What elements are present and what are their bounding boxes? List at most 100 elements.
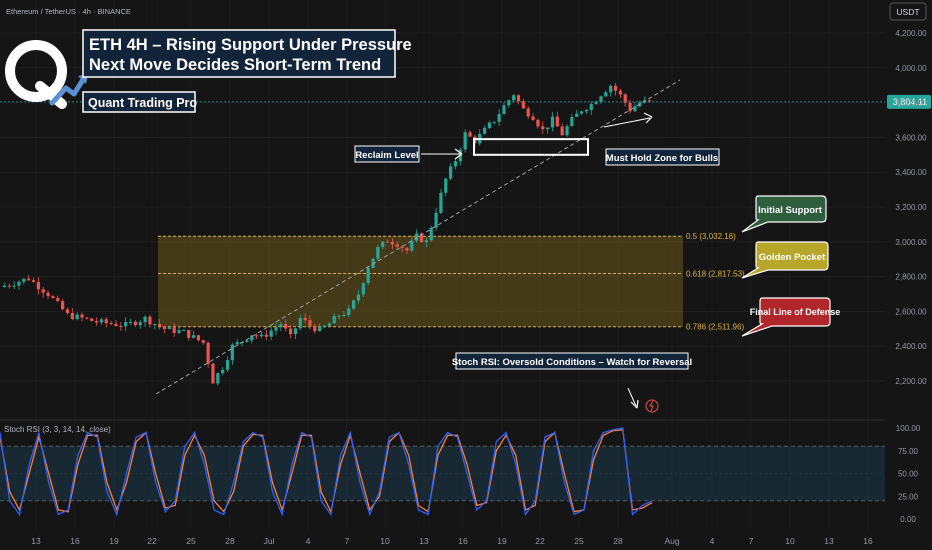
title-box <box>82 29 396 78</box>
candle-body <box>153 323 157 325</box>
rising-support-trendline[interactable] <box>155 79 681 395</box>
fib-zone-fill <box>158 236 683 327</box>
candle-body <box>424 240 428 243</box>
candle-body <box>385 241 390 243</box>
candle-body <box>313 325 317 332</box>
candle-body <box>521 101 525 109</box>
stoch-tick-label: 75.00 <box>898 447 919 456</box>
candle-body <box>61 301 65 310</box>
candle-body <box>613 85 618 91</box>
time-tick-label: 25 <box>574 536 584 546</box>
candle-body <box>444 178 448 193</box>
candle-body <box>143 316 147 323</box>
stoch-d-line <box>0 429 653 514</box>
reclaim-label: Reclaim Level <box>355 150 418 161</box>
candle-body <box>468 132 472 137</box>
price-tick-label: 3,600.00 <box>895 133 927 142</box>
must-hold-zone <box>473 138 589 156</box>
candle-body <box>221 369 225 374</box>
time-tick-label: 4 <box>710 536 715 546</box>
candle-body <box>550 116 555 128</box>
currency-button[interactable] <box>889 2 927 21</box>
candle-body <box>201 340 205 343</box>
candle-body <box>245 340 249 342</box>
candle-body <box>196 335 201 341</box>
price-tick-label: 3,200.00 <box>895 203 927 212</box>
fib-level-label: 0.786 (2,511.96) <box>686 323 744 332</box>
candle-body <box>56 298 60 302</box>
candle-body <box>633 106 637 112</box>
candle-body <box>541 126 545 130</box>
candle-body <box>158 323 162 327</box>
candle-body <box>167 326 171 330</box>
candle-body <box>298 317 302 329</box>
candle-body <box>497 114 501 122</box>
final-defense-callout: Final Line of Defense <box>741 297 841 337</box>
golden-pocket-label: Golden Pocket <box>759 252 826 263</box>
candle-body <box>419 233 424 243</box>
candle-body <box>99 319 104 323</box>
time-tick-label: 13 <box>31 536 41 546</box>
candle-body <box>191 335 196 338</box>
stoch-tick-label: 100.00 <box>896 424 921 433</box>
candle-body <box>104 319 108 324</box>
time-tick-label: 19 <box>109 536 119 546</box>
candle-body <box>507 100 511 106</box>
time-tick-label: 22 <box>147 536 157 546</box>
candle-body <box>187 329 191 338</box>
symbol-label: Ethereum / TetherUS · 4h · BINANCE <box>6 7 131 16</box>
time-tick-label: 19 <box>497 536 507 546</box>
stoch-k-line <box>0 427 653 517</box>
candle-body <box>274 327 278 331</box>
candle-body <box>487 122 492 128</box>
candle-body <box>133 321 137 326</box>
currency-button-label: USDT <box>896 7 919 17</box>
time-tick-label: 4 <box>306 536 311 546</box>
candle-body <box>41 289 45 293</box>
time-tick-label: 28 <box>613 536 623 546</box>
stoch-tick-label: 50.00 <box>898 470 919 479</box>
candle-body <box>17 281 21 286</box>
title-line-2: Next Move Decides Short-Term Trend <box>89 56 381 74</box>
candle-body <box>439 192 443 213</box>
candle-body <box>46 292 50 297</box>
candle-body <box>546 127 550 130</box>
initial-support-label: Initial Support <box>758 205 823 216</box>
candle-body <box>250 335 254 341</box>
candle-body <box>211 363 215 384</box>
candle-body <box>492 121 496 123</box>
candle-body <box>536 119 540 127</box>
price-tick-label: 2,400.00 <box>895 342 927 351</box>
candle-body <box>342 314 346 316</box>
candles <box>2 83 652 386</box>
candle-body <box>288 328 293 335</box>
lightning-icon[interactable] <box>645 399 659 413</box>
time-tick-label: Aug <box>664 536 679 546</box>
price-tick-label: 4,200.00 <box>895 29 927 38</box>
brand-box <box>82 91 196 113</box>
price-tick-label: 2,200.00 <box>895 377 927 386</box>
candle-body <box>259 334 264 337</box>
price-axis: 4,200.00 4,000.00 3,800.00 3,600.00 3,400.00… <box>895 29 927 386</box>
candle-body <box>429 227 433 241</box>
candle-body <box>604 92 608 97</box>
time-tick-label: 10 <box>785 536 795 546</box>
fib-level-label: 0.618 (2,817.53) <box>686 270 745 279</box>
candle-body <box>182 329 186 331</box>
candle-body <box>27 278 31 281</box>
candle-body <box>618 90 622 95</box>
candle-body <box>322 325 327 328</box>
candle-body <box>114 323 118 326</box>
initial-support-callout: Initial Support <box>741 195 827 233</box>
final-defense-label: Final Line of Defense <box>750 307 841 317</box>
candle-body <box>356 294 361 301</box>
candle-body <box>65 309 70 313</box>
candle-body <box>225 360 230 370</box>
candle-body <box>119 325 123 327</box>
time-tick-label: 25 <box>186 536 196 546</box>
time-tick-label: Jul <box>264 536 275 546</box>
time-tick-label: 16 <box>458 536 468 546</box>
stoch-band <box>0 446 885 501</box>
candle-body <box>579 111 584 114</box>
